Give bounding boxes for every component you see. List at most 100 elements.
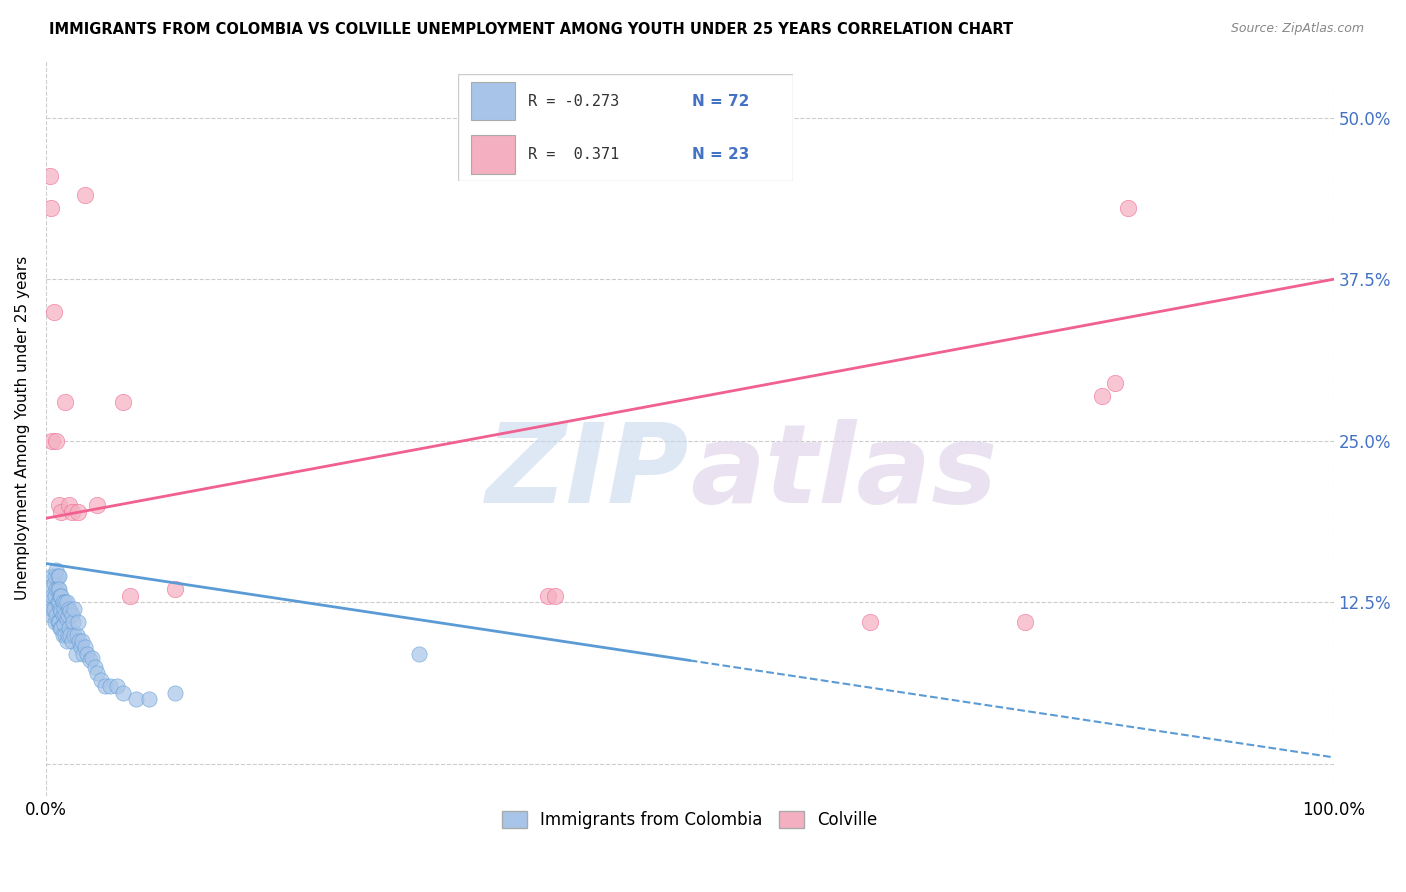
Point (60, 608, 83, 623)
Point (1091, 388, 1114, 402)
Point (39, 201, 62, 215)
Point (163, 582, 186, 597)
Point (55, 595, 77, 609)
Point (45, 434, 67, 448)
Point (112, 686, 135, 700)
Point (52, 608, 75, 623)
Point (94, 679, 117, 693)
Point (42, 304, 65, 318)
Point (83, 660, 105, 674)
Point (58, 601, 80, 615)
Point (1116, 201, 1139, 215)
Point (859, 615, 882, 629)
Point (51, 589, 73, 603)
Point (42, 575, 65, 590)
Point (66, 627, 89, 641)
Point (41, 589, 63, 603)
Point (65, 647, 87, 661)
Point (73, 188, 96, 202)
Point (62, 615, 84, 629)
Point (125, 692, 148, 706)
Point (45, 563, 67, 577)
Point (39, 608, 62, 623)
Point (82, 650, 104, 665)
Point (70, 634, 93, 648)
Point (46, 569, 69, 583)
Point (98, 679, 121, 693)
Point (48, 615, 70, 629)
Point (48, 499, 70, 513)
Point (48, 595, 70, 609)
Point (53, 608, 76, 623)
Point (48, 569, 70, 583)
Point (53, 627, 76, 641)
Point (60, 634, 83, 648)
Text: ZIP: ZIP (486, 418, 690, 525)
Point (67, 615, 90, 629)
Point (53, 595, 76, 609)
Point (56, 627, 79, 641)
Point (44, 569, 66, 583)
Point (63, 627, 86, 641)
Point (112, 395, 135, 409)
Point (49, 621, 72, 635)
Point (1104, 376, 1126, 390)
Point (49, 601, 72, 615)
Point (46, 615, 69, 629)
Legend: Immigrants from Colombia, Colville: Immigrants from Colombia, Colville (495, 804, 884, 836)
Point (41, 569, 63, 583)
Point (69, 640, 91, 655)
Point (45, 582, 67, 597)
Point (41, 434, 63, 448)
Point (42, 601, 65, 615)
Point (69, 634, 91, 648)
Point (49, 589, 72, 603)
Text: Source: ZipAtlas.com: Source: ZipAtlas.com (1230, 22, 1364, 36)
Point (67, 505, 90, 519)
Point (51, 604, 73, 618)
Point (55, 612, 77, 626)
Point (138, 692, 160, 706)
Point (86, 666, 108, 681)
Point (1014, 615, 1036, 629)
Point (44, 615, 66, 629)
Point (41, 601, 63, 615)
Point (58, 499, 80, 513)
Point (76, 647, 98, 661)
Text: IMMIGRANTS FROM COLOMBIA VS COLVILLE UNEMPLOYMENT AMONG YOUTH UNDER 25 YEARS COR: IMMIGRANTS FROM COLOMBIA VS COLVILLE UNE… (49, 22, 1014, 37)
Point (63, 601, 86, 615)
Point (72, 647, 94, 661)
Point (53, 395, 76, 409)
Point (46, 582, 69, 597)
Point (537, 589, 560, 603)
Point (59, 627, 82, 641)
Point (48, 582, 70, 597)
Point (45, 608, 67, 623)
Point (408, 647, 430, 661)
Point (51, 505, 73, 519)
Point (53, 617, 76, 632)
Point (51, 621, 73, 635)
Y-axis label: Unemployment Among Youth under 25 years: Unemployment Among Youth under 25 years (15, 256, 30, 600)
Point (52, 627, 75, 641)
Text: atlas: atlas (690, 418, 997, 525)
Point (118, 589, 141, 603)
Point (44, 589, 66, 603)
Point (38, 595, 60, 609)
Point (86, 499, 108, 513)
Point (90, 673, 112, 687)
Point (543, 589, 565, 603)
Point (58, 621, 80, 635)
Point (55, 634, 77, 648)
Point (38, 169, 60, 183)
Point (59, 604, 82, 618)
Point (46, 595, 69, 609)
Point (79, 653, 101, 667)
Point (53, 601, 76, 615)
Point (73, 640, 96, 655)
Point (56, 608, 79, 623)
Point (39, 582, 62, 597)
Point (163, 686, 186, 700)
Point (52, 595, 75, 609)
Point (105, 679, 128, 693)
